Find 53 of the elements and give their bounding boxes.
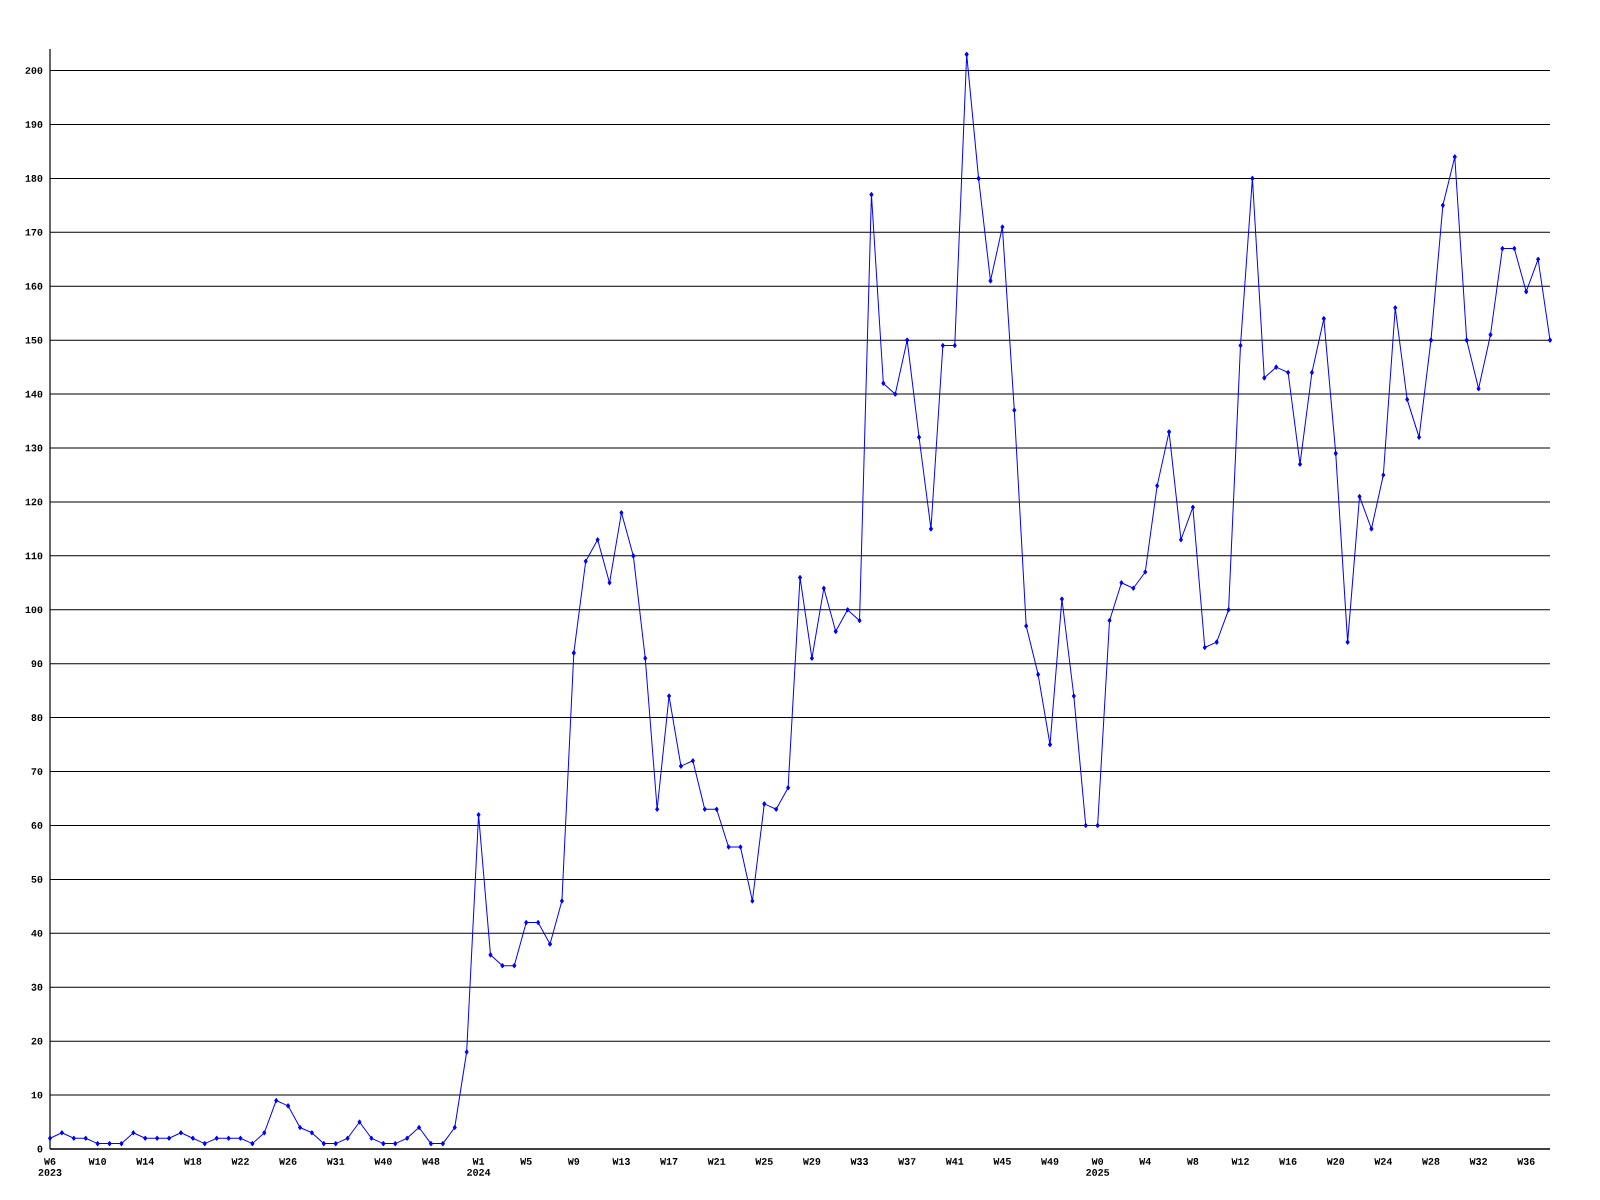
- y-tick-label: 140: [25, 390, 43, 398]
- x-tick-label: W14: [136, 1158, 154, 1165]
- x-tick-label: W10: [88, 1158, 107, 1165]
- x-tick-label: W33: [850, 1158, 869, 1165]
- x-tick-label: W17: [660, 1158, 678, 1165]
- x-tick-label: W9: [567, 1158, 580, 1165]
- y-tick-label: 100: [25, 606, 43, 614]
- x-tick-label: W31: [326, 1158, 345, 1165]
- y-tick-label: 20: [31, 1037, 43, 1045]
- y-tick-label: 150: [25, 336, 43, 344]
- x-tick-label: W49: [1041, 1158, 1059, 1165]
- x-tick-label: W25: [755, 1158, 773, 1165]
- x-tick-label: W4: [1139, 1158, 1151, 1165]
- x-tick-label: W0 2025: [1086, 1158, 1110, 1176]
- x-tick-label: W13: [612, 1158, 630, 1165]
- x-tick-label: W41: [945, 1158, 964, 1165]
- y-tick-label: 10: [31, 1091, 43, 1099]
- x-tick-label: W40: [374, 1158, 392, 1165]
- x-tick-label: W22: [231, 1158, 249, 1165]
- y-tick-label: 80: [31, 714, 43, 722]
- x-tick-label: W26: [279, 1158, 297, 1165]
- y-tick-label: 200: [25, 67, 43, 74]
- y-tick-label: 180: [25, 175, 43, 182]
- y-tick-label: 0: [37, 1145, 43, 1153]
- x-tick-label: W48: [421, 1158, 440, 1165]
- y-tick-label: 30: [31, 983, 43, 991]
- x-tick-label: W29: [802, 1158, 821, 1165]
- x-tick-label: W32: [1469, 1158, 1488, 1165]
- x-tick-label: W21: [707, 1158, 726, 1165]
- x-tick-label: W28: [1421, 1158, 1440, 1165]
- x-tick-label: W36: [1517, 1158, 1535, 1165]
- x-tick-label: W45: [993, 1158, 1011, 1165]
- x-tick-label: W12: [1231, 1158, 1249, 1165]
- x-tick-label: W16: [1279, 1158, 1297, 1165]
- y-tick-label: 60: [31, 822, 43, 829]
- y-tick-label: 70: [31, 768, 43, 775]
- y-tick-label: 40: [31, 929, 43, 937]
- x-tick-label: W8: [1186, 1158, 1199, 1165]
- y-tick-label: 90: [31, 660, 43, 668]
- x-tick-label: W18: [183, 1158, 202, 1165]
- y-tick-label: 110: [25, 552, 43, 560]
- x-tick-label: W1 2024: [467, 1158, 491, 1176]
- x-tick-label: W20: [1326, 1158, 1345, 1165]
- x-tick-label: W37: [898, 1158, 916, 1165]
- y-tick-label: 120: [25, 498, 43, 506]
- y-tick-label: 160: [25, 282, 43, 290]
- x-tick-label: W6 2023: [38, 1158, 62, 1176]
- y-tick-label: 190: [25, 121, 43, 128]
- y-tick-label: 170: [25, 228, 43, 236]
- y-tick-label: 130: [25, 444, 43, 452]
- x-tick-label: W24: [1374, 1158, 1393, 1165]
- x-tick-label: W5: [520, 1158, 532, 1165]
- y-tick-label: 50: [31, 876, 43, 883]
